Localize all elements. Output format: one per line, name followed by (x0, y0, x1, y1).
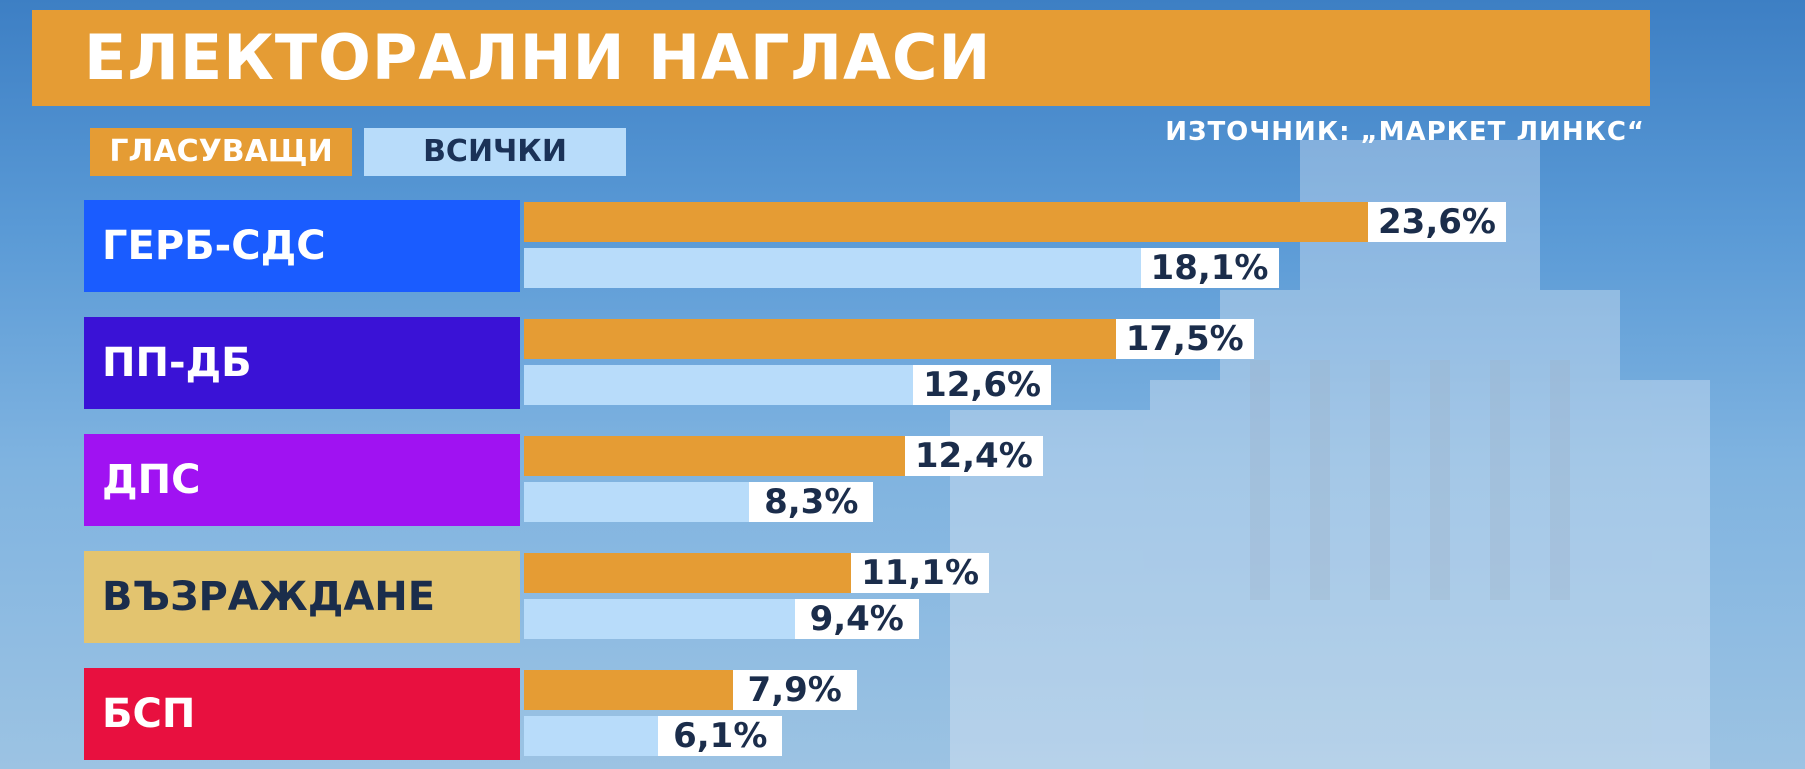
value-label: 11,1% (851, 553, 990, 593)
value-label: 6,1% (658, 716, 783, 756)
party-label: ГЕРБ-СДС (84, 200, 520, 292)
value-label: 18,1% (1140, 248, 1279, 288)
value-label: 7,9% (732, 670, 857, 710)
legend-all: ВСИЧКИ (364, 128, 626, 176)
source-caption: ИЗТОЧНИК: „МАРКЕТ ЛИНКС“ (1165, 117, 1645, 147)
bar-voters (524, 202, 1500, 242)
value-label: 8,3% (749, 482, 874, 522)
value-label: 12,6% (913, 365, 1052, 405)
party-label: ДПС (84, 434, 520, 526)
value-label: 12,4% (904, 436, 1043, 476)
party-label: БСП (84, 668, 520, 760)
value-label: 9,4% (794, 599, 919, 639)
party-label: ПП-ДБ (84, 317, 520, 409)
legend-voters: ГЛАСУВАЩИ (90, 128, 352, 176)
value-label: 23,6% (1368, 202, 1506, 242)
party-label: ВЪЗРАЖДАНЕ (84, 551, 520, 643)
value-label: 17,5% (1115, 319, 1254, 359)
page-title: ЕЛЕКТОРАЛНИ НАГЛАСИ (32, 10, 1650, 106)
